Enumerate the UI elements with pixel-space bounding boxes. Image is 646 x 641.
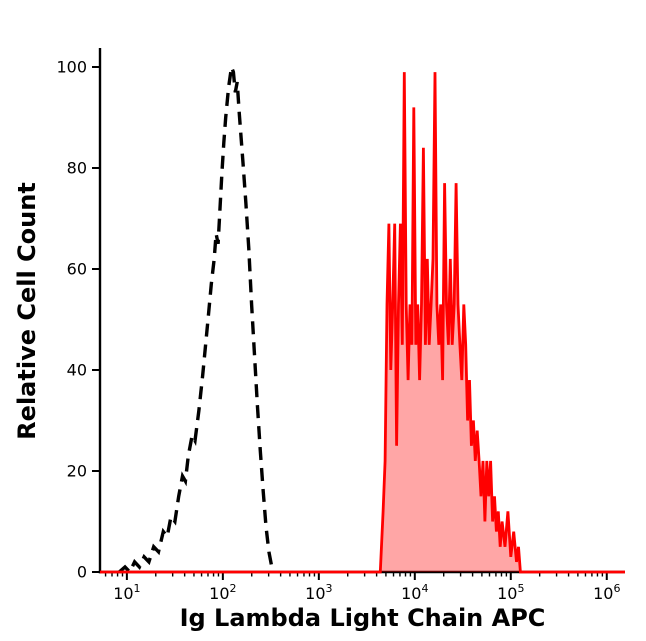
y-tick-label: 100	[56, 58, 87, 77]
x-tick-label: 101	[113, 582, 140, 603]
y-axis-label: Relative Cell Count	[13, 182, 41, 440]
y-tick-label: 20	[67, 462, 87, 481]
y-tick-label: 0	[77, 563, 87, 582]
x-axis-label: Ig Lambda Light Chain APC	[179, 604, 546, 632]
x-tick-label: 106	[593, 582, 620, 603]
x-tick-label: 104	[401, 582, 428, 603]
series-line	[100, 72, 625, 574]
y-tick-label: 40	[67, 361, 87, 380]
x-tick-label: 105	[497, 582, 524, 603]
y-tick-label: 60	[67, 260, 87, 279]
series-line	[118, 66, 276, 575]
x-tick-label: 103	[305, 582, 332, 603]
y-tick-label: 80	[67, 159, 87, 178]
x-tick-label: 102	[209, 582, 236, 603]
